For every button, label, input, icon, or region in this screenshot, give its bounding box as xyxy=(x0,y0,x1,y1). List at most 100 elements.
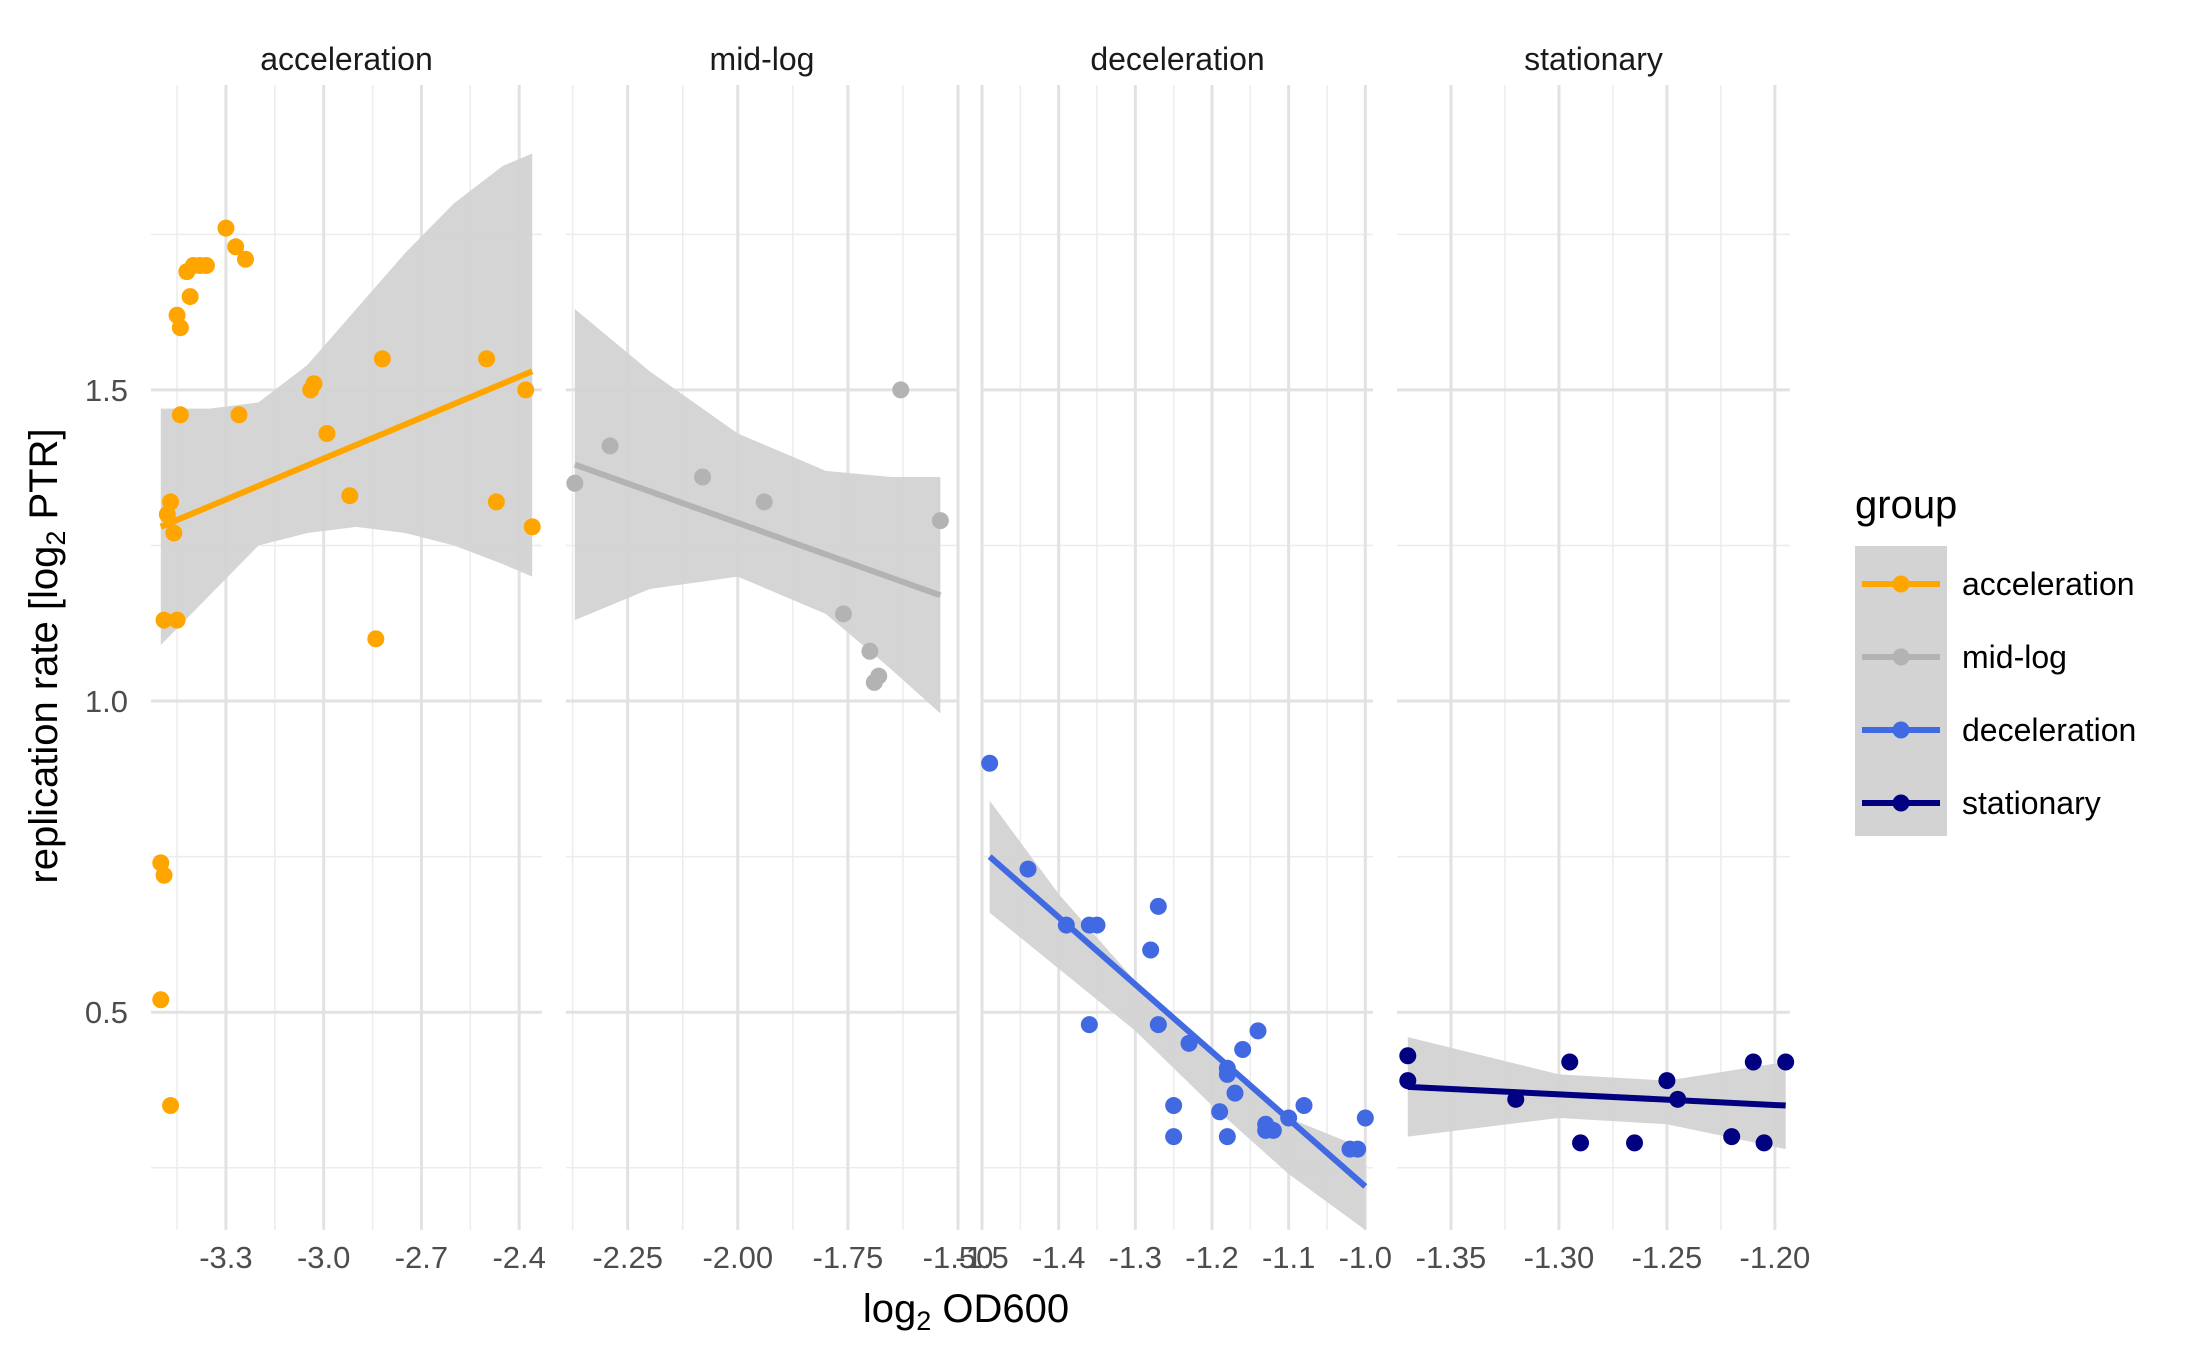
x-tick-label: -1.4 xyxy=(1032,1240,1085,1275)
x-tick-label: -3.0 xyxy=(297,1240,350,1275)
data-point xyxy=(1572,1134,1590,1152)
data-point xyxy=(1349,1140,1367,1158)
facet-panel-acceleration: acceleration -3.3 -3.0 -2.7 -2.4 xyxy=(151,41,546,1275)
data-point xyxy=(1723,1128,1741,1146)
data-point xyxy=(566,474,584,492)
y-tick-label: 0.5 xyxy=(85,995,128,1030)
data-point xyxy=(1080,1016,1098,1034)
legend-key-point xyxy=(1892,575,1910,593)
data-point xyxy=(302,381,320,399)
data-point xyxy=(181,288,199,306)
data-point xyxy=(318,424,336,442)
x-tick-label: -1.50 xyxy=(923,1240,994,1275)
data-point xyxy=(158,505,176,523)
data-point xyxy=(230,406,248,424)
x-tick-label: -1.5 xyxy=(955,1240,1008,1275)
x-axis-title: log2 OD600 xyxy=(863,1287,1069,1336)
data-point xyxy=(171,319,189,337)
facet-strip-label: stationary xyxy=(1524,41,1663,77)
data-point xyxy=(1561,1053,1579,1071)
y-tick-label: 1.0 xyxy=(85,684,128,719)
data-point xyxy=(191,256,209,274)
data-point xyxy=(861,642,879,660)
data-point xyxy=(1257,1121,1275,1139)
data-point xyxy=(1626,1134,1644,1152)
data-point xyxy=(1249,1022,1267,1040)
legend-label: mid-log xyxy=(1962,639,2067,675)
legend-key-point xyxy=(1892,648,1910,666)
x-tick-label: -3.3 xyxy=(199,1240,252,1275)
data-point xyxy=(1777,1053,1795,1071)
data-point xyxy=(1149,897,1167,915)
data-point xyxy=(487,493,505,511)
data-point xyxy=(155,611,173,629)
x-tick-label: -1.20 xyxy=(1740,1240,1811,1275)
data-point xyxy=(1234,1041,1252,1059)
data-point xyxy=(1755,1134,1773,1152)
data-point xyxy=(168,611,186,629)
data-point xyxy=(217,219,235,237)
data-point xyxy=(1149,1016,1167,1034)
data-point xyxy=(178,263,196,281)
legend: group acceleration mid-log deceleration stat… xyxy=(1855,483,2136,836)
data-point xyxy=(478,350,496,368)
data-point xyxy=(601,437,619,455)
data-point xyxy=(1165,1097,1183,1115)
data-point xyxy=(865,673,883,691)
data-point xyxy=(1658,1072,1676,1090)
x-tick-label: -1.75 xyxy=(813,1240,884,1275)
data-point xyxy=(892,381,910,399)
y-axis-title: replication rate [log2 PTR] xyxy=(22,428,71,883)
regression-line xyxy=(573,461,942,599)
data-point xyxy=(1019,860,1037,878)
facet-strip-label: deceleration xyxy=(1090,41,1264,77)
x-tick-label: -1.25 xyxy=(1632,1240,1703,1275)
legend-label: stationary xyxy=(1962,785,2101,821)
data-point xyxy=(1142,941,1160,959)
legend-key-point xyxy=(1892,721,1910,739)
data-point xyxy=(1744,1053,1762,1071)
x-tick-label: -1.0 xyxy=(1339,1240,1392,1275)
legend-key-point xyxy=(1892,794,1910,812)
y-tick-label: 1.5 xyxy=(85,373,128,408)
data-point xyxy=(523,518,541,536)
x-tick-label: -1.3 xyxy=(1109,1240,1162,1275)
x-tick-label: -1.30 xyxy=(1524,1240,1595,1275)
confidence-ribbon xyxy=(1407,1037,1786,1150)
data-point xyxy=(1356,1109,1374,1127)
confidence-ribbon xyxy=(574,309,941,714)
facet-panel-stationary: stationary -1.35 -1.30 -1.25 -1.20 xyxy=(1397,41,1810,1275)
facet-strip-label: mid-log xyxy=(710,41,815,77)
regression-line xyxy=(1407,1083,1786,1109)
data-point xyxy=(1211,1103,1229,1121)
data-point xyxy=(1165,1128,1183,1146)
data-point xyxy=(1088,916,1106,934)
x-tick-label: -2.7 xyxy=(395,1240,448,1275)
facet-panel-deceleration: deceleration -1.5 -1.4 -1.3 -1.2 -1.1 -1.0 xyxy=(955,41,1392,1275)
data-point xyxy=(171,406,189,424)
data-point xyxy=(152,991,170,1009)
data-point xyxy=(931,512,949,530)
legend-key-background xyxy=(1855,546,1947,836)
data-point xyxy=(981,754,999,772)
data-point xyxy=(1399,1047,1417,1065)
facet-panel-mid-log: mid-log -2.25 -2.00 -1.75 -1.50 xyxy=(566,41,993,1275)
data-point xyxy=(373,350,391,368)
data-point xyxy=(165,524,183,542)
confidence-ribbon xyxy=(989,800,1366,1230)
data-point xyxy=(755,493,773,511)
data-point xyxy=(694,468,712,486)
legend-title: group xyxy=(1855,483,1957,527)
data-point xyxy=(162,1097,180,1115)
x-tick-label: -2.25 xyxy=(592,1240,663,1275)
legend-label: acceleration xyxy=(1962,566,2135,602)
facet-strip-label: acceleration xyxy=(260,41,433,77)
data-point xyxy=(341,487,359,505)
confidence-ribbon xyxy=(160,153,533,646)
x-tick-label: -1.35 xyxy=(1416,1240,1487,1275)
data-point xyxy=(834,605,852,623)
regression-line xyxy=(159,368,534,530)
data-point xyxy=(236,250,254,268)
